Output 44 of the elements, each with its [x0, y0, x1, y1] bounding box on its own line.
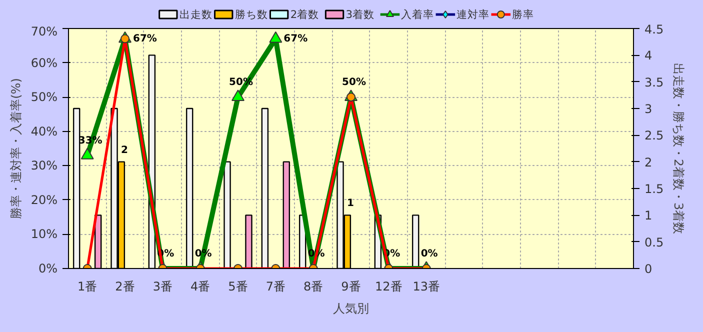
y-tick-label: 30%: [30, 158, 58, 173]
x-tick-label: 5番: [228, 280, 248, 294]
x-tick-label: 7番: [266, 280, 286, 294]
y-tick-label: 10%: [30, 227, 58, 242]
y2-tick-label: 0: [644, 262, 652, 276]
x-tick-label: 2番: [115, 280, 135, 294]
y2-tick-label: 0.5: [644, 235, 664, 250]
legend-label: 勝率: [512, 8, 534, 21]
y2-axis-title: 出走数・勝ち数・2着数・3着数: [672, 62, 686, 234]
data-label: 67%: [284, 33, 308, 44]
y2-tick-label: 4: [644, 48, 652, 63]
y2-tick-label: 1.5: [644, 182, 664, 196]
y-tick-label: 20%: [30, 192, 58, 207]
y-axis-title: 勝率・連対率・入着率(%): [8, 78, 23, 219]
legend-label: 2着数: [290, 8, 320, 21]
legend-label: 連対率: [456, 8, 490, 21]
data-label: 1: [346, 198, 354, 210]
y2-tick-label: 3: [644, 102, 652, 116]
x-tick-label: 1番: [78, 280, 98, 294]
y-tick-label: 60%: [30, 56, 58, 70]
legend-label: 勝ち数: [234, 8, 268, 21]
legend-label: 3着数: [346, 8, 375, 21]
x-tick-label: 4番: [190, 280, 210, 294]
y2-tick-label: 2.5: [644, 128, 664, 143]
data-label: 67%: [133, 33, 157, 44]
data-label: 0%: [420, 248, 438, 260]
x-tick-label: 3番: [152, 280, 172, 294]
y-tick-label: 0%: [38, 262, 58, 276]
x-tick-label: 13番: [412, 280, 440, 294]
x-tick-label: 12番: [375, 280, 402, 294]
legend-label: 出走数: [179, 8, 212, 21]
y2-tick-label: 1: [644, 208, 652, 223]
y2-tick-label: 3.5: [644, 75, 664, 90]
y-tick-label: 40%: [30, 124, 58, 138]
data-label: 2: [120, 144, 128, 156]
y2-tick-label: 2: [644, 155, 652, 170]
data-label: 50%: [342, 77, 366, 88]
legend-label: 入着率: [401, 8, 434, 21]
x-axis-title: 人気別: [333, 302, 369, 316]
x-tick-label: 8番: [304, 280, 324, 294]
y-tick-label: 50%: [30, 90, 58, 104]
x-tick-label: 9番: [341, 280, 361, 294]
y-tick-label: 70%: [30, 24, 58, 38]
y2-tick-label: 4.5: [644, 22, 664, 36]
